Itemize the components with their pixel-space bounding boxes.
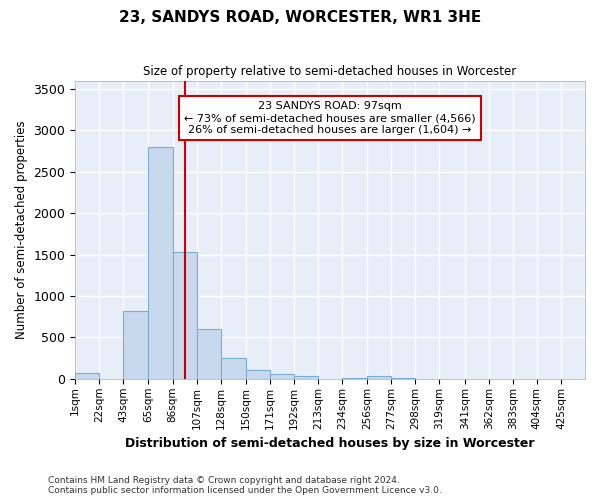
Title: Size of property relative to semi-detached houses in Worcester: Size of property relative to semi-detach… [143, 65, 517, 78]
Bar [367, 376, 391, 379]
Bar [197, 329, 221, 379]
Y-axis label: Number of semi-detached properties: Number of semi-detached properties [15, 120, 28, 339]
Text: 23, SANDYS ROAD, WORCESTER, WR1 3HE: 23, SANDYS ROAD, WORCESTER, WR1 3HE [119, 10, 481, 25]
Text: Contains HM Land Registry data © Crown copyright and database right 2024.
Contai: Contains HM Land Registry data © Crown c… [48, 476, 442, 495]
Bar [270, 374, 294, 379]
Bar [173, 252, 197, 379]
Bar [246, 370, 270, 379]
Bar [221, 358, 246, 379]
Bar [75, 372, 99, 379]
Bar [123, 311, 148, 379]
Bar [294, 376, 318, 379]
Text: 23 SANDYS ROAD: 97sqm
← 73% of semi-detached houses are smaller (4,566)
26% of s: 23 SANDYS ROAD: 97sqm ← 73% of semi-deta… [184, 102, 476, 134]
Bar [148, 147, 173, 379]
X-axis label: Distribution of semi-detached houses by size in Worcester: Distribution of semi-detached houses by … [125, 437, 535, 450]
